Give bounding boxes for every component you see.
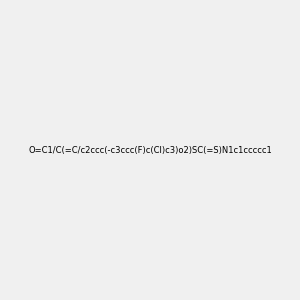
Text: O=C1/C(=C/c2ccc(-c3ccc(F)c(Cl)c3)o2)SC(=S)N1c1ccccc1: O=C1/C(=C/c2ccc(-c3ccc(F)c(Cl)c3)o2)SC(=… — [28, 146, 272, 154]
